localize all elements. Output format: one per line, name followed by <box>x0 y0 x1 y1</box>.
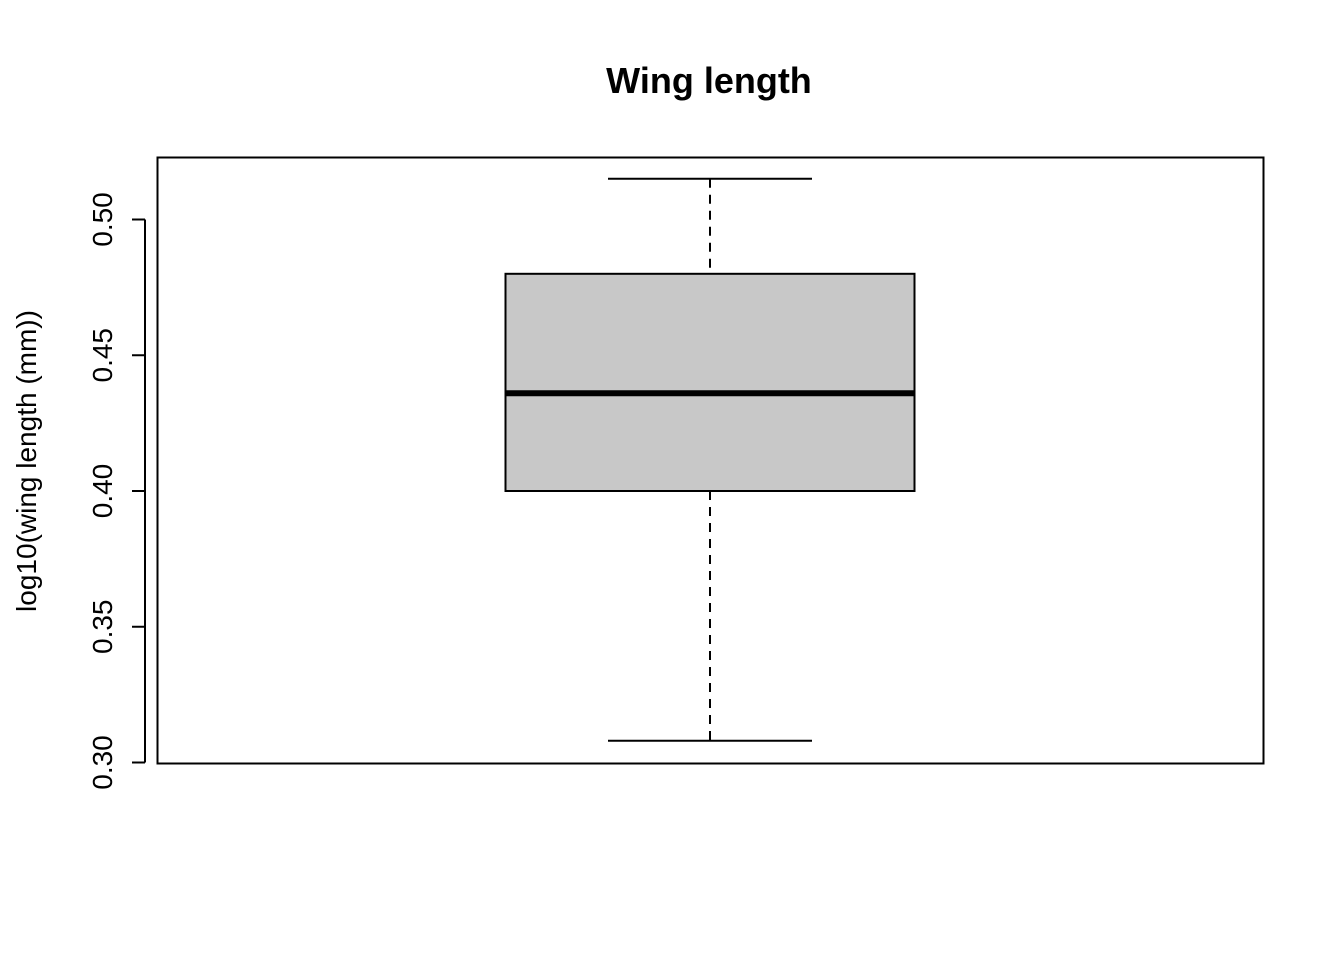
y-tick-label: 0.30 <box>87 735 118 790</box>
y-axis-label: log10(wing length (mm)) <box>11 310 42 612</box>
chart-title: Wing length <box>606 60 812 101</box>
y-tick-label: 0.40 <box>87 464 118 519</box>
y-tick-label: 0.50 <box>87 192 118 247</box>
box-plot <box>504 177 916 742</box>
plot-frame <box>156 156 1265 765</box>
y-axis: 0.30 0.35 0.40 0.45 0.50 <box>87 192 146 790</box>
y-tick-label: 0.35 <box>87 600 118 655</box>
iqr-box <box>504 272 916 492</box>
y-tick-label: 0.45 <box>87 328 118 383</box>
